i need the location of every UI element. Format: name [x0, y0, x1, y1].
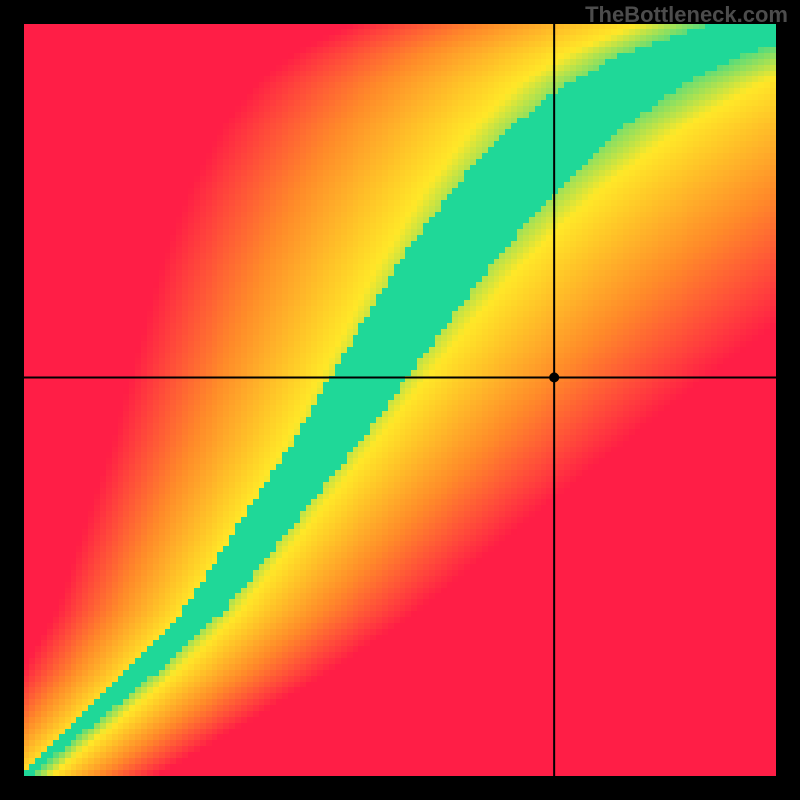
heatmap-canvas [24, 24, 776, 776]
watermark-text: TheBottleneck.com [585, 2, 788, 28]
chart-container: TheBottleneck.com [0, 0, 800, 800]
heatmap-plot [24, 24, 776, 776]
